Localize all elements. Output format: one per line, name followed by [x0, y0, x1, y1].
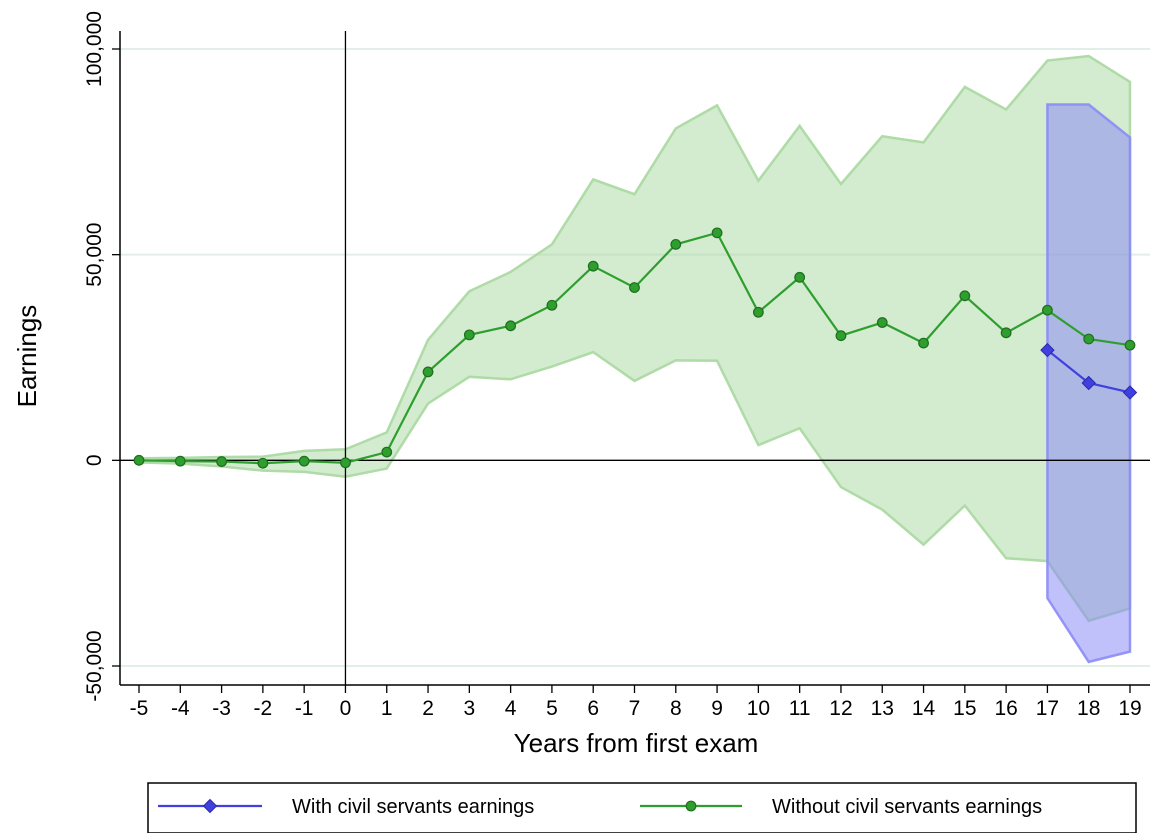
- data-point: [629, 282, 640, 293]
- data-point: [587, 260, 599, 272]
- data-point: [918, 337, 929, 349]
- x-tick-label: 19: [1118, 697, 1141, 720]
- y-tick-label: 0: [83, 454, 106, 466]
- data-point: [463, 329, 475, 341]
- x-tick-label: 0: [340, 697, 352, 720]
- y-tick-label: -50,000: [83, 630, 106, 701]
- legend-label: With civil servants earnings: [292, 796, 534, 818]
- x-tick-label: 7: [629, 697, 641, 720]
- x-tick-label: 8: [670, 697, 682, 720]
- x-tick-label: 17: [1036, 697, 1059, 720]
- data-point: [752, 306, 764, 318]
- x-tick-label: 14: [912, 697, 936, 720]
- legend-item: With civil servants earnings: [158, 796, 534, 818]
- data-point: [959, 290, 971, 302]
- x-tick-label: 5: [546, 697, 558, 720]
- series-markers: [133, 227, 1138, 469]
- data-point: [670, 238, 682, 250]
- x-tick-label: 16: [994, 697, 1017, 720]
- legend-item: Without civil servants earnings: [640, 796, 1042, 818]
- data-point: [340, 457, 351, 469]
- data-point: [216, 456, 227, 467]
- legend-items: With civil servants earnings Without civi…: [158, 796, 1042, 818]
- confidence-band: [137, 54, 1132, 623]
- x-tick-label: 4: [505, 697, 517, 720]
- confidence-bands: [137, 54, 1132, 664]
- y-axis-title: Earnings: [12, 305, 42, 408]
- data-point: [1124, 339, 1136, 351]
- data-point: [1000, 327, 1012, 339]
- x-tick-label: 3: [463, 697, 475, 720]
- legend-swatch-marker: [685, 800, 697, 812]
- y-tick-label: 50,000: [83, 223, 106, 287]
- x-tick-label: 15: [953, 697, 976, 720]
- data-point: [257, 457, 269, 469]
- data-point: [174, 455, 186, 467]
- legend-label: Without civil servants earnings: [772, 796, 1042, 818]
- data-point: [505, 320, 517, 332]
- x-tick-label: 1: [381, 697, 393, 720]
- y-tick-label: 100,000: [83, 11, 106, 87]
- x-tick-label: 18: [1077, 697, 1100, 720]
- x-tick-label: 9: [711, 697, 723, 720]
- x-tick-label: 12: [829, 697, 852, 720]
- x-tick-label: -3: [212, 697, 231, 720]
- data-point: [546, 299, 558, 311]
- x-axis-title: Years from first exam: [514, 728, 759, 758]
- tick-labels: -5 -4 -3 -2 -1 0 1 2 3 4 5 6 7 8 9 10 11 12 13 14 15 16 17 18 19…: [83, 11, 1142, 720]
- legend-box: [147, 782, 1137, 833]
- data-point: [1122, 385, 1138, 400]
- data-point: [298, 455, 310, 467]
- x-tick-label: -2: [254, 697, 273, 720]
- x-tick-label: 2: [422, 697, 434, 720]
- data-point: [1042, 304, 1053, 316]
- legend-swatch-marker: [202, 798, 218, 814]
- data-point: [381, 446, 393, 458]
- data-point: [1083, 333, 1095, 345]
- data-point: [876, 317, 888, 328]
- data-point: [835, 330, 847, 342]
- data-point: [711, 227, 723, 239]
- data-point: [133, 454, 145, 466]
- x-tick-label: -1: [295, 697, 314, 720]
- x-tick-label: 10: [747, 697, 770, 720]
- data-point: [1081, 375, 1096, 391]
- data-point: [1040, 342, 1055, 358]
- x-tick-label: 11: [789, 697, 811, 720]
- x-tick-label: -4: [171, 697, 190, 720]
- data-point: [422, 366, 434, 378]
- x-tick-label: 6: [587, 697, 599, 720]
- x-tick-label: 13: [871, 697, 894, 720]
- data-point: [794, 271, 806, 283]
- legend: With civil servants earnings Without civi…: [147, 782, 1137, 833]
- reference-lines: [120, 31, 1150, 685]
- x-tick-label: -5: [130, 697, 149, 720]
